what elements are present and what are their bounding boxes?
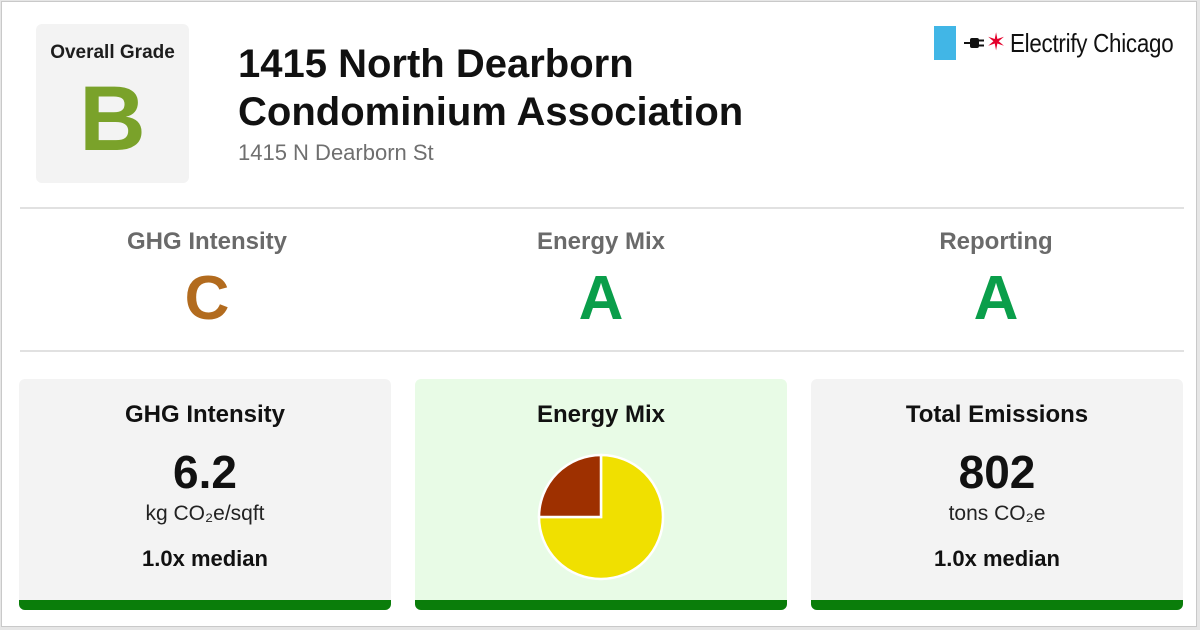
overall-grade-label: Overall Grade (50, 42, 175, 63)
subgrade-energy-mix: Energy Mix A (451, 228, 751, 330)
subgrade-label: Reporting (939, 228, 1053, 255)
logo-text: Electrify Chicago (1010, 27, 1174, 58)
subgrade-label: Energy Mix (536, 228, 666, 255)
total-emissions-median: 1.0x median (934, 546, 1060, 571)
plug-icon (964, 38, 984, 48)
building-name: 1415 North Dearborn Condominium Associat… (238, 42, 744, 134)
panel-title: Total Emissions (905, 401, 1089, 428)
panel-status-bar (811, 600, 1183, 610)
divider-middle (20, 350, 1184, 352)
ghg-intensity-median: 1.0x median (142, 546, 268, 571)
panel-energy-mix: Energy Mix (415, 379, 787, 610)
panel-status-bar (19, 600, 391, 610)
pie-slice-1 (537, 453, 603, 519)
ghg-intensity-unit: kg CO₂e/sqft (145, 502, 265, 525)
energy-mix-pie-chart (537, 453, 665, 581)
overall-grade-letter: B (79, 68, 146, 170)
total-emissions-unit: tons CO₂e (948, 502, 1046, 525)
panel-title: GHG Intensity (124, 401, 286, 428)
overall-grade-box: Overall Grade B (36, 24, 189, 183)
panel-status-bar (415, 600, 787, 610)
divider-top (20, 207, 1184, 209)
electrify-chicago-logo[interactable]: ✶ Electrify Chicago (934, 26, 1200, 60)
ghg-intensity-value: 6.2 (173, 446, 237, 498)
subgrade-ghg-intensity: GHG Intensity C (57, 228, 357, 330)
flag-icon (934, 26, 956, 60)
subgrade-reporting: Reporting A (846, 228, 1146, 330)
panel-title: Energy Mix (536, 401, 666, 428)
panel-ghg-intensity: GHG Intensity 6.2 kg CO₂e/sqft 1.0x medi… (19, 379, 391, 610)
subgrade-grade: A (973, 264, 1019, 333)
subgrade-label: GHG Intensity (126, 228, 288, 255)
building-address: 1415 N Dearborn St (238, 140, 434, 165)
panel-total-emissions: Total Emissions 802 tons CO₂e 1.0x media… (811, 379, 1183, 610)
star-icon: ✶ (986, 29, 1007, 56)
subgrade-grade: C (184, 264, 230, 333)
subgrade-grade: A (578, 264, 624, 333)
total-emissions-value: 802 (958, 446, 1036, 498)
